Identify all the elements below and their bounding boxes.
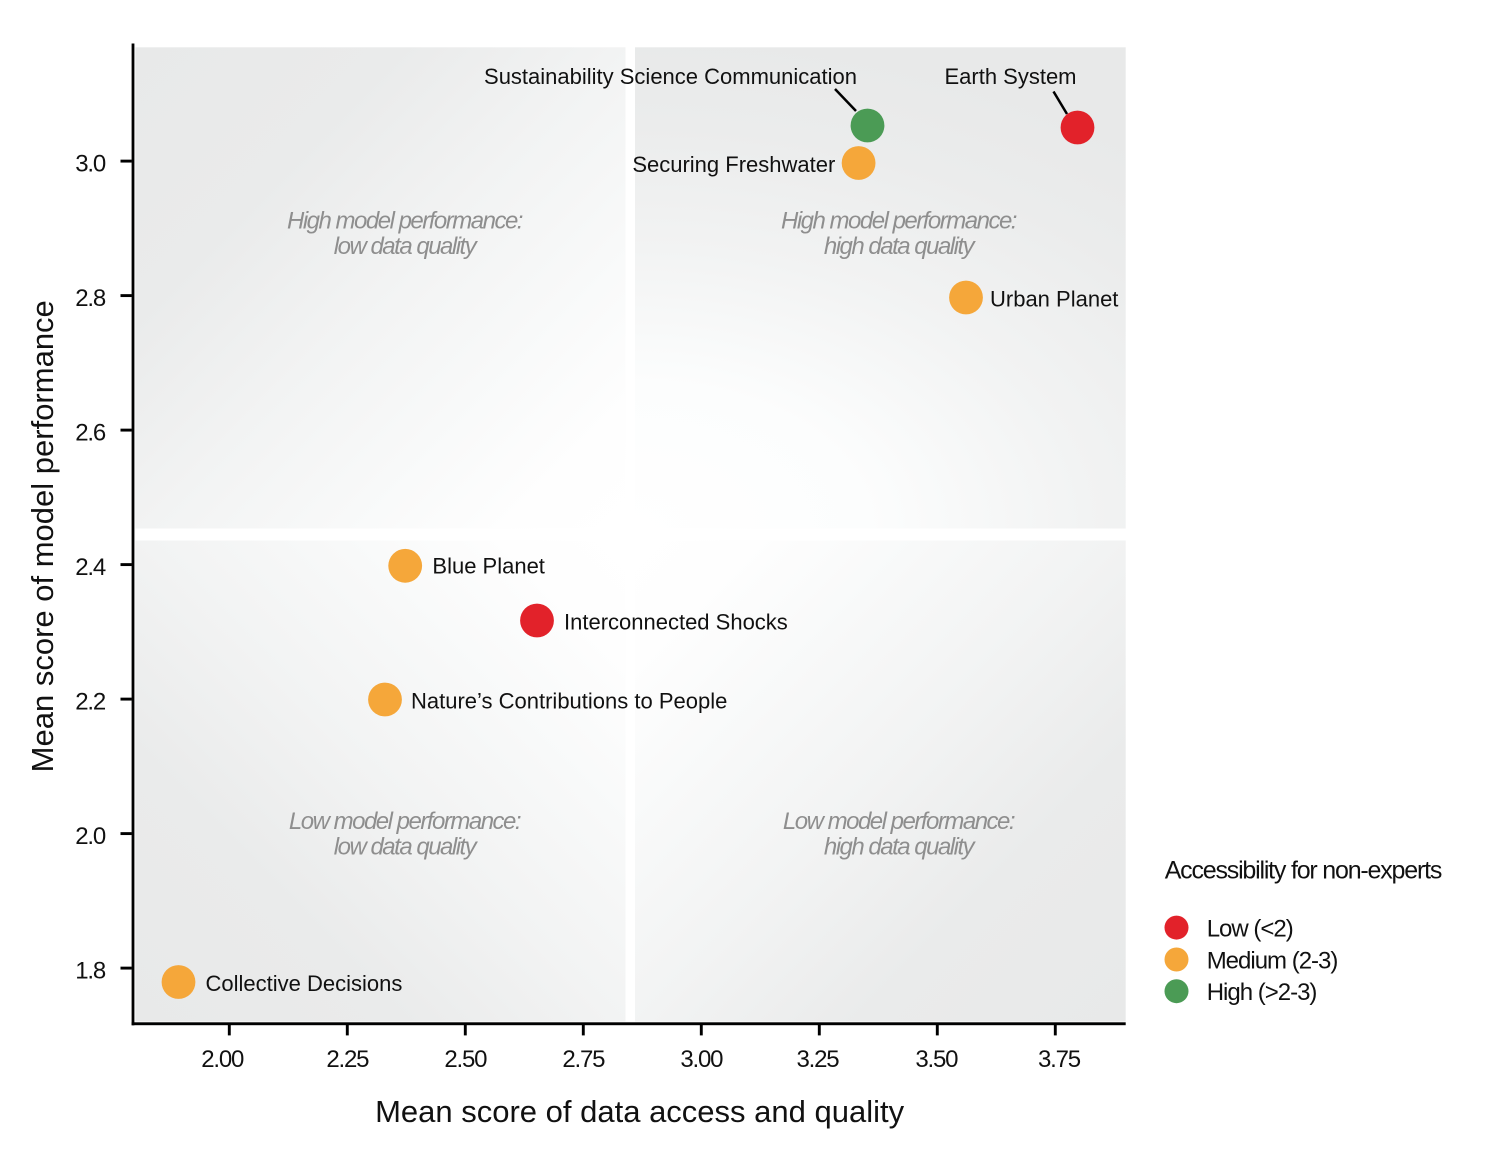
svg-text:Collective Decisions: Collective Decisions <box>206 971 403 996</box>
svg-text:3.25: 3.25 <box>797 1046 840 1073</box>
svg-text:High model performance:: High model performance: <box>781 208 1017 235</box>
svg-text:high data quality: high data quality <box>824 834 977 861</box>
svg-text:2.4: 2.4 <box>75 554 106 581</box>
svg-text:2.6: 2.6 <box>75 419 106 446</box>
svg-text:Sustainability Science Communi: Sustainability Science Communication <box>484 64 857 89</box>
svg-text:3.0: 3.0 <box>75 150 106 177</box>
svg-text:Mean score of data access and: Mean score of data access and quality <box>375 1094 905 1129</box>
svg-text:2.75: 2.75 <box>562 1046 605 1073</box>
svg-text:Accessibility for non-experts: Accessibility for non-experts <box>1165 856 1442 884</box>
svg-text:3.75: 3.75 <box>1038 1046 1081 1073</box>
svg-text:low data quality: low data quality <box>334 233 479 260</box>
svg-text:3.50: 3.50 <box>915 1046 958 1073</box>
svg-text:Urban Planet: Urban Planet <box>990 286 1118 311</box>
svg-text:2.0: 2.0 <box>75 823 106 850</box>
svg-text:2.8: 2.8 <box>75 285 106 312</box>
svg-text:2.00: 2.00 <box>201 1046 244 1073</box>
svg-text:2.2: 2.2 <box>75 688 106 715</box>
svg-text:High model performance:: High model performance: <box>287 208 523 235</box>
svg-text:Low model performance:: Low model performance: <box>289 808 521 835</box>
svg-text:High (>2-3): High (>2-3) <box>1207 979 1317 1006</box>
svg-text:Earth System: Earth System <box>944 64 1076 89</box>
svg-text:1.8: 1.8 <box>75 957 106 984</box>
svg-text:Low model performance:: Low model performance: <box>783 808 1015 835</box>
svg-text:Nature’s Contributions to Peop: Nature’s Contributions to People <box>411 688 727 713</box>
svg-text:3.00: 3.00 <box>680 1046 723 1073</box>
svg-text:Mean score of model performanc: Mean score of model performance <box>25 300 60 772</box>
svg-text:Blue Planet: Blue Planet <box>432 553 545 578</box>
svg-text:2.25: 2.25 <box>326 1046 369 1073</box>
svg-text:low data quality: low data quality <box>334 834 479 861</box>
svg-text:Medium (2-3): Medium (2-3) <box>1207 947 1338 974</box>
svg-text:Securing Freshwater: Securing Freshwater <box>632 152 835 177</box>
svg-text:2.50: 2.50 <box>444 1046 487 1073</box>
svg-text:high data quality: high data quality <box>824 233 977 260</box>
svg-text:Low (<2): Low (<2) <box>1207 915 1293 942</box>
svg-text:Interconnected Shocks: Interconnected Shocks <box>564 609 788 634</box>
